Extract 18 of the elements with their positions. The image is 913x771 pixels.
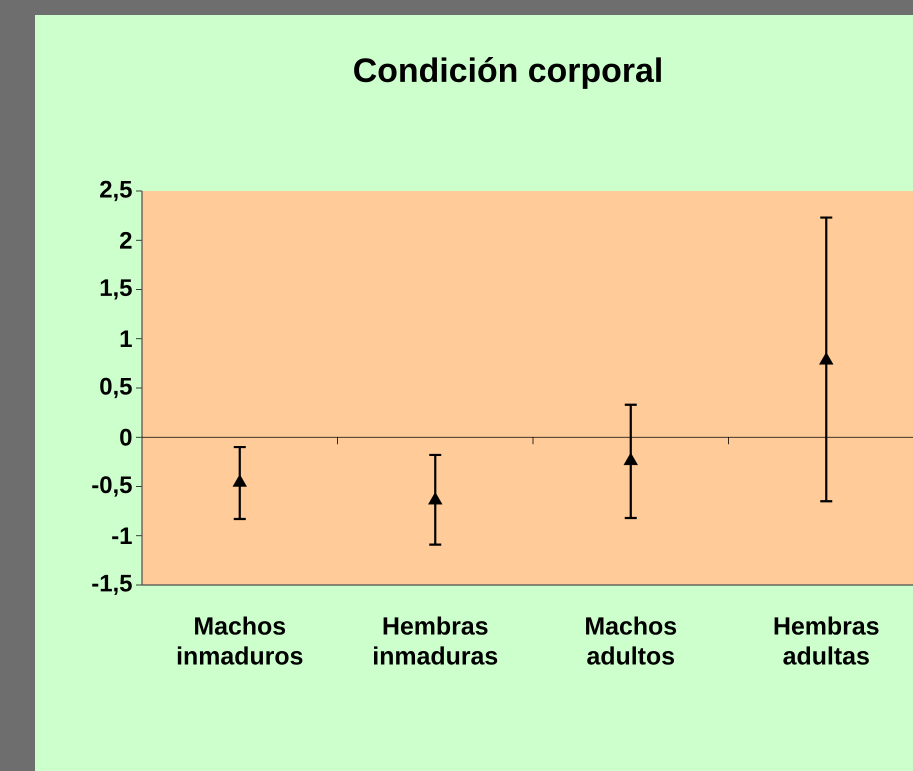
y-tick-label: 0 xyxy=(120,428,132,446)
x-tick-label: Hembras adultas xyxy=(774,616,879,665)
y-tick-label: -1 xyxy=(112,528,132,544)
y-tick-label: 1 xyxy=(120,330,132,347)
point xyxy=(428,492,442,504)
point xyxy=(819,352,834,365)
y-tick-label: 2 xyxy=(120,232,132,249)
point xyxy=(232,474,247,487)
y-tick-label: 1,5 xyxy=(100,279,132,300)
x-tick-label: Hembras inmaduras xyxy=(374,616,498,665)
x-tick-label: Machos inmaduros xyxy=(178,616,302,665)
x-tick-label: Machos adultos xyxy=(586,616,676,665)
y-tick-label: -0,5 xyxy=(92,476,132,497)
y-tick-label: -1,5 xyxy=(92,574,132,596)
y-tick-label: 0,5 xyxy=(100,378,132,398)
chart-title: Condición corporal xyxy=(354,57,661,89)
point xyxy=(624,452,638,466)
y-tick-label: 2,5 xyxy=(100,180,132,202)
